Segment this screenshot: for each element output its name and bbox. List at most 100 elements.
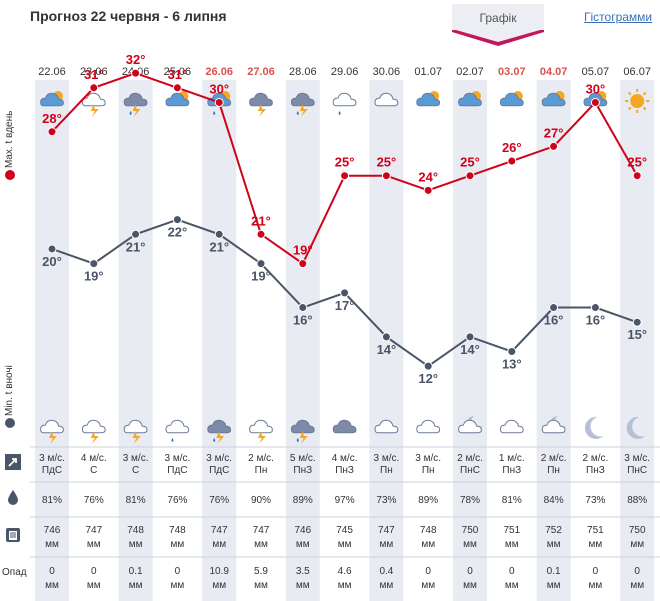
precip-unit: мм bbox=[254, 580, 268, 591]
pressure-value: 751 bbox=[503, 525, 520, 536]
max-temp-label-value: 27° bbox=[544, 125, 564, 140]
min-temp-point bbox=[172, 215, 182, 225]
wind-speed: 5 м/с. bbox=[290, 453, 316, 464]
date-label: 28.06 bbox=[289, 66, 317, 78]
max-temp-point bbox=[256, 229, 266, 239]
min-temp-label-value: 19° bbox=[251, 269, 271, 284]
wind-direction: ПнЗ bbox=[502, 465, 521, 476]
date-label: 29.06 bbox=[331, 66, 359, 78]
wind-direction: ПдС bbox=[167, 465, 187, 476]
min-temp-label-value: 22° bbox=[168, 225, 188, 240]
wind-speed: 1 м/с. bbox=[499, 453, 525, 464]
max-temp-point bbox=[507, 156, 517, 166]
cloud-shape bbox=[332, 419, 357, 434]
date-label: 01.07 bbox=[414, 66, 442, 78]
cloud-shape bbox=[541, 92, 566, 107]
min-temp-dot bbox=[5, 418, 15, 428]
pressure-unit: мм bbox=[171, 539, 185, 550]
min-temp-point bbox=[131, 229, 141, 239]
humidity-value: 81% bbox=[42, 495, 62, 506]
sun-shape bbox=[630, 94, 645, 108]
cloud-shape bbox=[499, 92, 524, 107]
day-column-bg bbox=[202, 80, 237, 601]
moon-shape bbox=[626, 416, 646, 439]
wind-speed: 3 м/с. bbox=[415, 453, 441, 464]
pressure-value: 750 bbox=[462, 525, 479, 536]
date-label: 05.07 bbox=[582, 66, 610, 78]
cloud-icon bbox=[499, 419, 524, 434]
humidity-value: 76% bbox=[167, 495, 187, 506]
partly-cloudy-sun-icon bbox=[416, 91, 441, 107]
lightning-shape bbox=[299, 104, 308, 117]
lightning-shape bbox=[49, 431, 57, 444]
max-temp-label-value: 30° bbox=[586, 81, 606, 96]
pressure-value: 746 bbox=[44, 525, 61, 536]
storm-rain-icon bbox=[207, 419, 232, 444]
wind-speed: 2 м/с. bbox=[248, 453, 274, 464]
storm-rain-icon bbox=[290, 419, 315, 444]
rain-drop bbox=[296, 438, 299, 442]
cloud-shape bbox=[40, 92, 64, 107]
sun-ray bbox=[628, 91, 632, 96]
pressure-value: 751 bbox=[587, 525, 604, 536]
thunder-icon bbox=[81, 419, 106, 444]
min-temp-label-value: 12° bbox=[418, 371, 438, 386]
date-label: 03.07 bbox=[498, 66, 526, 78]
pressure-unit: мм bbox=[45, 539, 59, 550]
min-temp-label-value: 14° bbox=[377, 342, 397, 357]
precip-value: 0 bbox=[467, 566, 473, 577]
wind-direction: С bbox=[90, 465, 97, 476]
max-temp-label-value: 25° bbox=[627, 155, 647, 170]
lightning-shape bbox=[132, 431, 141, 444]
pressure-unit: мм bbox=[547, 539, 561, 550]
tab-histograms[interactable]: Гістограмми bbox=[584, 10, 653, 24]
wind-direction: ПдС bbox=[42, 465, 62, 476]
cloud-shape bbox=[332, 92, 357, 107]
wind-direction: Пн bbox=[255, 465, 268, 476]
humidity-value: 76% bbox=[84, 495, 104, 506]
moon-cloud-icon bbox=[458, 416, 482, 434]
cloud-icon bbox=[374, 419, 399, 434]
date-label: 27.06 bbox=[247, 66, 275, 78]
sun-cloud-icon bbox=[541, 91, 566, 107]
date-label: 04.07 bbox=[540, 66, 568, 78]
thunder-icon bbox=[81, 92, 106, 117]
cloud-shape bbox=[374, 92, 399, 107]
humidity-value: 76% bbox=[209, 495, 229, 506]
min-temp-point bbox=[256, 259, 266, 269]
cloud-shape bbox=[499, 419, 524, 434]
precip-unit: мм bbox=[547, 580, 561, 591]
tab-graph[interactable]: Графік bbox=[452, 4, 544, 32]
precip-value: 0 bbox=[425, 566, 431, 577]
cloud-shape bbox=[416, 419, 441, 434]
pressure-unit: мм bbox=[421, 539, 435, 550]
precip-value: 0.1 bbox=[547, 566, 561, 577]
min-temp-label-value: 17° bbox=[335, 298, 355, 313]
rain-drop bbox=[296, 111, 299, 115]
precip-value: 10.9 bbox=[209, 566, 229, 577]
day-column-bg bbox=[536, 80, 571, 601]
min-temp-label-value: 19° bbox=[84, 269, 104, 284]
max-temp-point bbox=[381, 171, 391, 181]
cloud-shape bbox=[249, 419, 273, 434]
max-temp-dot bbox=[5, 170, 15, 180]
max-temp-label-value: 25° bbox=[377, 155, 397, 170]
pressure-value: 745 bbox=[336, 525, 353, 536]
date-label: 25.06 bbox=[164, 66, 192, 78]
sun-icon bbox=[625, 89, 650, 113]
precip-value: 0 bbox=[634, 566, 640, 577]
moon-icon bbox=[584, 416, 604, 439]
min-temp-point bbox=[465, 332, 475, 342]
humidity-value: 78% bbox=[460, 495, 480, 506]
min-temp-point bbox=[590, 303, 600, 313]
wind-direction: ПнЗ bbox=[335, 465, 354, 476]
precip-value: 3.5 bbox=[296, 566, 310, 577]
precip-unit: мм bbox=[630, 580, 644, 591]
humidity-value: 97% bbox=[335, 495, 355, 506]
moon-cloud-icon bbox=[541, 416, 566, 434]
humidity-drop-icon bbox=[8, 490, 18, 505]
pressure-value: 748 bbox=[169, 525, 186, 536]
cloud-shape bbox=[123, 419, 148, 434]
pressure-unit: мм bbox=[254, 539, 268, 550]
min-temp-label-value: 16° bbox=[586, 313, 606, 328]
